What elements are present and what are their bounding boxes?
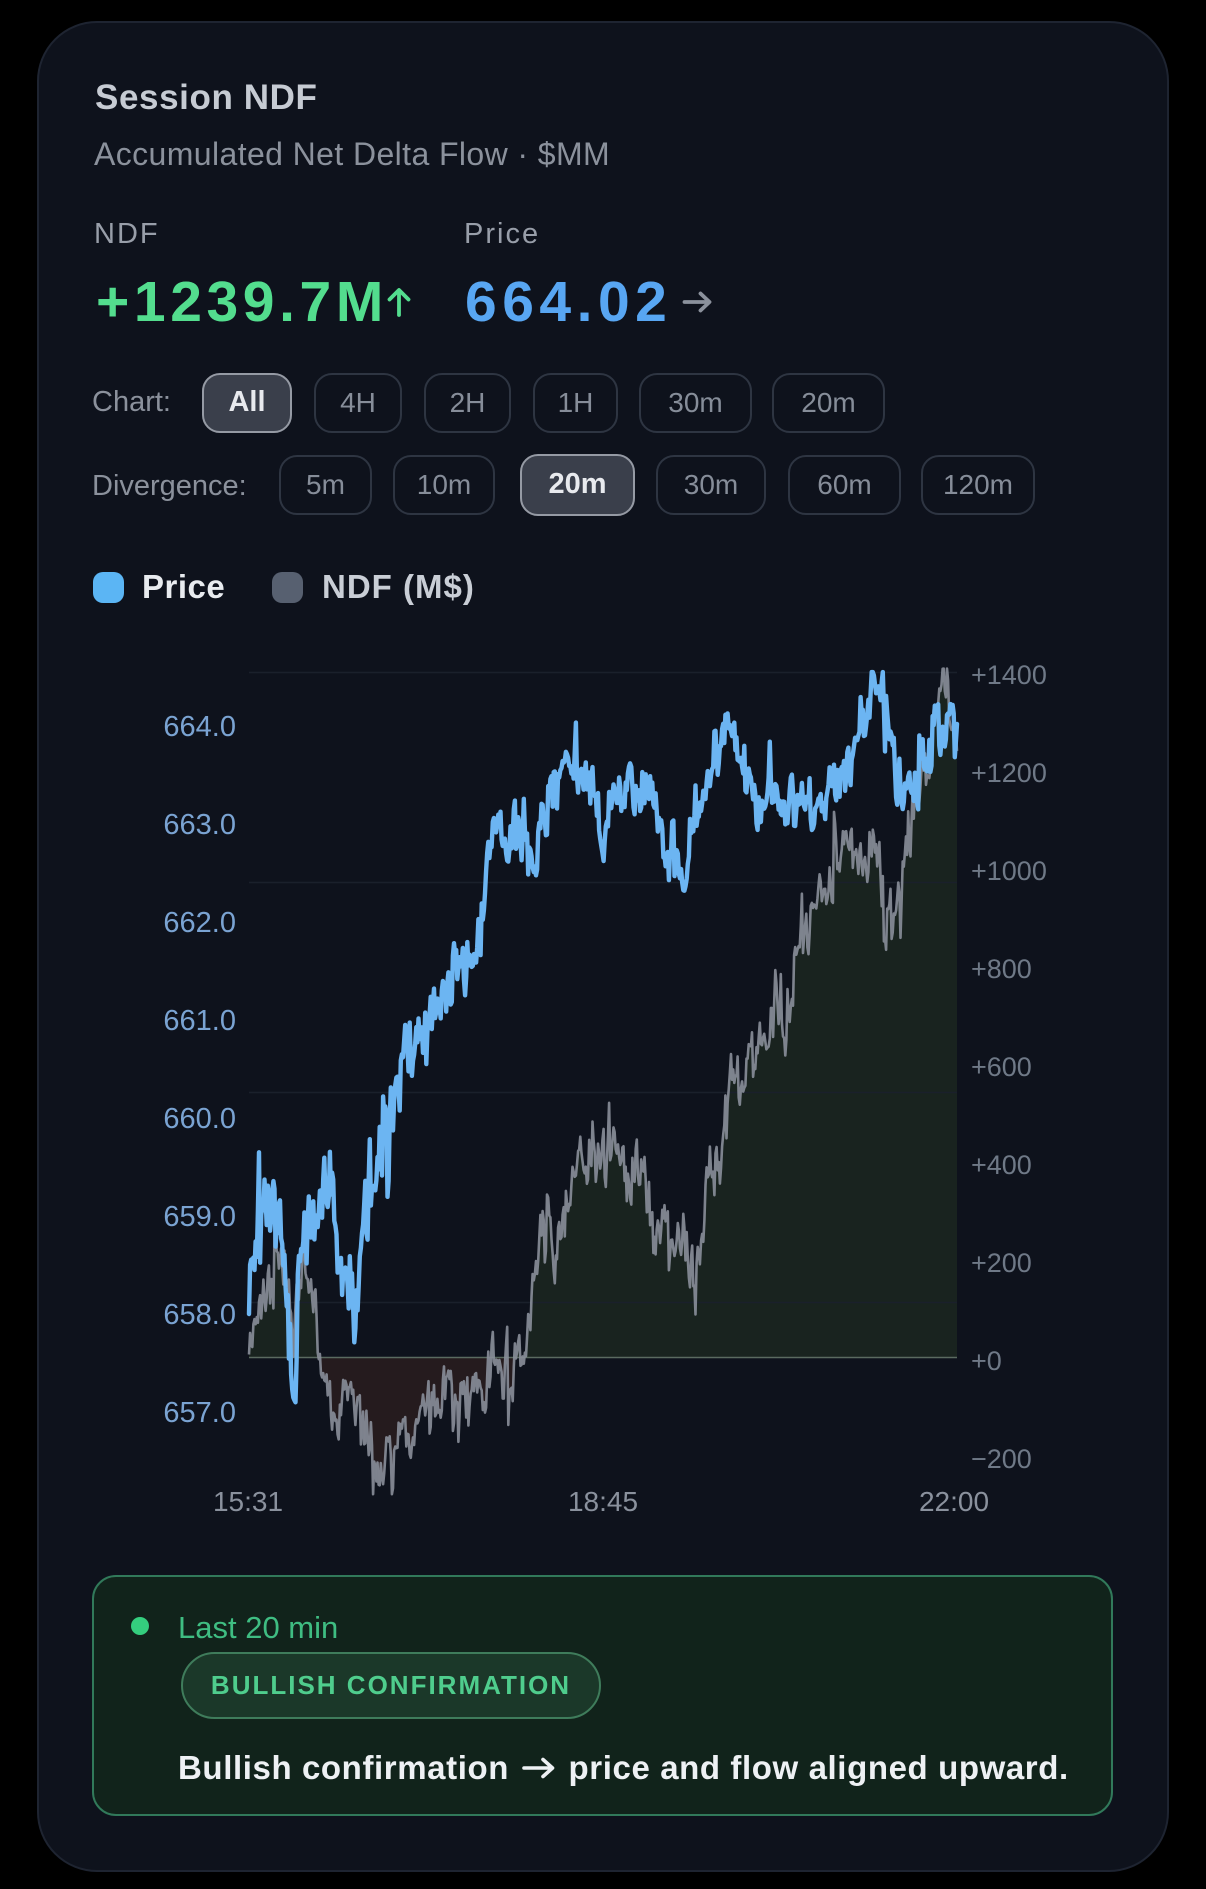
- svg-text:+400: +400: [971, 1150, 1032, 1180]
- svg-text:+200: +200: [971, 1248, 1032, 1278]
- svg-text:+1400: +1400: [971, 660, 1047, 690]
- svg-text:657.0: 657.0: [163, 1397, 236, 1429]
- svg-text:+0: +0: [971, 1346, 1002, 1376]
- svg-text:+800: +800: [971, 954, 1032, 984]
- svg-text:18:45: 18:45: [568, 1486, 638, 1517]
- svg-text:663.0: 663.0: [163, 809, 236, 841]
- svg-text:660.0: 660.0: [163, 1103, 236, 1135]
- svg-text:+1200: +1200: [971, 758, 1047, 788]
- svg-text:661.0: 661.0: [163, 1005, 236, 1037]
- svg-text:658.0: 658.0: [163, 1299, 236, 1331]
- svg-text:+1000: +1000: [971, 856, 1047, 886]
- svg-text:664.0: 664.0: [163, 711, 236, 743]
- svg-text:−200: −200: [971, 1444, 1032, 1474]
- svg-text:+600: +600: [971, 1052, 1032, 1082]
- svg-text:22:00: 22:00: [919, 1486, 989, 1517]
- svg-text:15:31: 15:31: [213, 1486, 283, 1517]
- svg-text:659.0: 659.0: [163, 1201, 236, 1233]
- svg-text:662.0: 662.0: [163, 907, 236, 939]
